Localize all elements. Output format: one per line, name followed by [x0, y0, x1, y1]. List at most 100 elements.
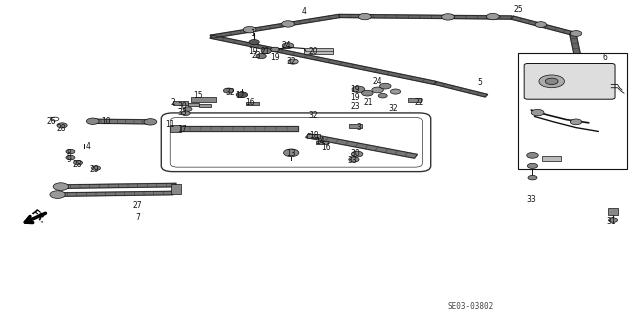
Text: 7: 7 [135, 213, 140, 222]
Circle shape [243, 26, 256, 33]
Text: 9: 9 [67, 155, 72, 164]
Bar [305, 48, 333, 54]
Bar [199, 104, 211, 107]
Text: 16: 16 [321, 143, 332, 152]
Circle shape [372, 87, 383, 93]
Text: 15: 15 [193, 91, 204, 100]
Text: 25: 25 [513, 5, 524, 14]
Circle shape [362, 90, 373, 96]
Text: 30: 30 [350, 149, 360, 158]
Circle shape [50, 191, 65, 198]
Circle shape [53, 183, 68, 190]
Text: 28: 28 [72, 160, 81, 169]
Text: 16: 16 [244, 98, 255, 107]
Text: 23: 23 [251, 51, 261, 60]
Text: 23: 23 [350, 102, 360, 111]
Circle shape [51, 117, 59, 121]
Text: 24: 24 [372, 77, 383, 86]
Text: 2: 2 [170, 98, 175, 107]
Text: 14: 14 [315, 137, 325, 146]
Bar [246, 102, 259, 105]
Circle shape [570, 31, 582, 36]
Text: 10: 10 [100, 117, 111, 126]
Circle shape [144, 119, 157, 125]
Polygon shape [58, 191, 173, 196]
Circle shape [282, 21, 294, 27]
Bar [173, 101, 188, 105]
Circle shape [351, 151, 363, 157]
Text: 4: 4 [86, 142, 91, 151]
Text: 6: 6 [602, 53, 607, 62]
Bar [188, 103, 199, 107]
Text: 31: 31 [606, 217, 616, 226]
Text: 19: 19 [270, 53, 280, 62]
Text: 13: 13 [286, 149, 296, 158]
Text: 32: 32 [225, 88, 236, 97]
Text: 11: 11 [165, 120, 174, 129]
Text: 1: 1 [250, 29, 255, 38]
Polygon shape [61, 183, 176, 188]
Bar [191, 98, 216, 102]
Circle shape [57, 123, 67, 128]
Circle shape [545, 78, 558, 85]
Circle shape [527, 163, 538, 168]
Circle shape [86, 118, 99, 124]
Circle shape [66, 149, 75, 154]
Text: 18: 18 [309, 131, 318, 140]
Text: 33: 33 [526, 195, 536, 204]
Polygon shape [570, 33, 582, 64]
Polygon shape [179, 126, 298, 131]
Circle shape [181, 111, 190, 115]
Circle shape [271, 47, 280, 52]
Text: 21: 21 [261, 47, 270, 56]
Text: 32: 32 [388, 104, 399, 113]
Circle shape [92, 166, 100, 170]
Polygon shape [210, 14, 340, 38]
Circle shape [528, 175, 537, 180]
Circle shape [486, 13, 499, 20]
Circle shape [535, 22, 547, 27]
Circle shape [527, 152, 538, 158]
Text: 19: 19 [350, 85, 360, 94]
Text: 24: 24 [282, 41, 292, 50]
Circle shape [378, 93, 387, 98]
Text: 19: 19 [248, 47, 258, 56]
Polygon shape [434, 82, 488, 97]
Circle shape [74, 160, 83, 165]
Bar [609, 208, 618, 215]
Bar [408, 98, 421, 102]
Circle shape [223, 88, 234, 93]
Bar [307, 134, 320, 138]
Text: 17: 17 [177, 125, 188, 134]
Polygon shape [306, 134, 417, 158]
Circle shape [570, 119, 582, 125]
Circle shape [358, 13, 371, 20]
Text: 8: 8 [67, 149, 72, 158]
Circle shape [390, 89, 401, 94]
Text: 3: 3 [356, 123, 361, 132]
Bar [349, 124, 362, 128]
Circle shape [236, 92, 248, 98]
Text: 33: 33 [347, 156, 357, 165]
Bar [316, 141, 328, 144]
Text: 32: 32 [286, 57, 296, 66]
Circle shape [282, 43, 294, 48]
Circle shape [183, 107, 192, 111]
Text: 21: 21 [364, 98, 372, 107]
Text: SE03-03802: SE03-03802 [448, 302, 494, 311]
Circle shape [352, 86, 365, 93]
Polygon shape [339, 14, 512, 19]
Text: 29: 29 [90, 165, 100, 174]
Text: 32: 32 [308, 111, 319, 120]
Text: 26: 26 [46, 117, 56, 126]
Text: FR.: FR. [29, 208, 47, 226]
Circle shape [609, 218, 618, 222]
Text: 33: 33 [177, 108, 188, 117]
FancyBboxPatch shape [524, 63, 615, 99]
FancyBboxPatch shape [161, 113, 431, 172]
Polygon shape [511, 16, 574, 35]
Text: 28: 28 [56, 124, 65, 133]
Circle shape [284, 149, 299, 157]
Text: 19: 19 [350, 93, 360, 102]
Text: 30: 30 [177, 102, 188, 111]
